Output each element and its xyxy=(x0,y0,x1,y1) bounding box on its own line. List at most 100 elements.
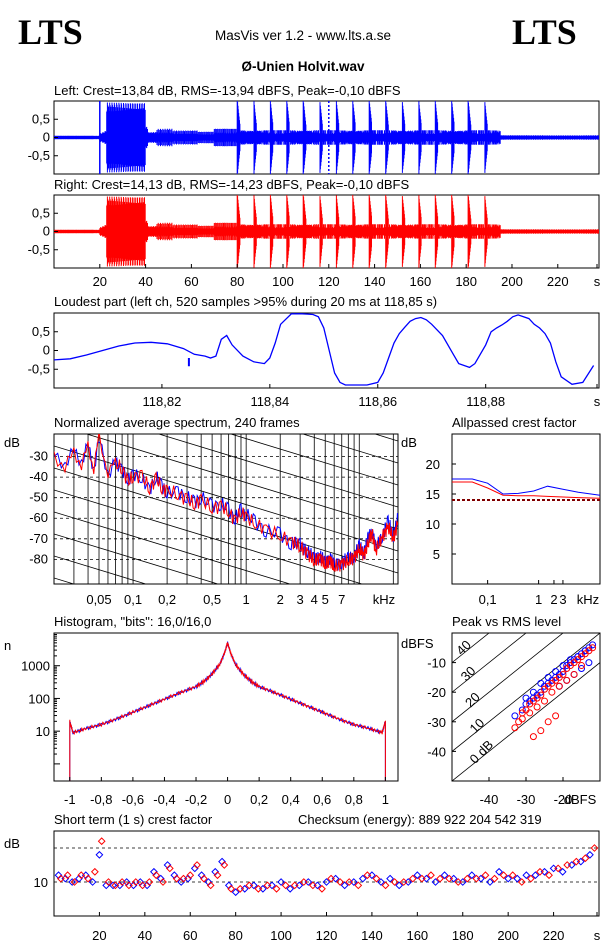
peak-rms-point-red xyxy=(518,715,526,723)
allpassed-ytick: 15 xyxy=(426,487,440,502)
short-crest-point-red xyxy=(581,854,590,863)
histogram-xtick: -1 xyxy=(64,792,76,807)
spectrum-slope-line xyxy=(157,434,398,508)
short-crest-point-red xyxy=(345,878,354,886)
allpassed-xtick: 2 xyxy=(550,592,557,607)
short-crest-xtick: 200 xyxy=(497,928,519,943)
short-crest-point-blue xyxy=(531,871,540,880)
peak-rms-crest-label: 10 xyxy=(467,715,488,736)
histogram-xtick: 0 xyxy=(224,792,231,807)
short-crest-point-red xyxy=(526,874,535,883)
short-crest-xtick: 80 xyxy=(228,928,242,943)
peak-rms-xtick: dBFS xyxy=(564,792,597,807)
left-waveform-signal xyxy=(54,101,599,174)
peak-rms-point-red xyxy=(552,712,560,720)
allpassed-series-red xyxy=(452,481,601,499)
short-crest-point-blue xyxy=(395,881,404,890)
short-crest-point-red xyxy=(363,871,372,880)
short-crest-point-blue xyxy=(102,881,111,890)
peak-rms-point-blue xyxy=(529,688,537,696)
file-name: Ø-Unien Holvit.wav xyxy=(241,59,365,74)
right-waveform-xtick: 140 xyxy=(364,274,386,289)
loudest-part-xtick: s xyxy=(594,394,601,409)
spectrum-xtick: 0,1 xyxy=(124,592,142,607)
short-crest-ylabel: dB xyxy=(4,836,20,851)
peak-vs-rms-title: Peak vs RMS level xyxy=(452,614,561,629)
checksum-text: Checksum (energy): 889 922 204 542 319 xyxy=(298,812,542,827)
short-crest-point-red xyxy=(165,864,174,873)
short-crest-point-red xyxy=(445,874,454,883)
short-crest-point-red xyxy=(554,864,563,873)
spectrum-slope-line xyxy=(54,688,398,793)
right-waveform-ytick: 0,5 xyxy=(32,205,50,220)
short-crest-point-red xyxy=(390,878,399,886)
peak-rms-point-blue xyxy=(537,679,545,687)
short-crest-point-blue xyxy=(75,874,83,883)
short-crest-point-blue xyxy=(277,878,285,886)
spectrum-xtick: 0,5 xyxy=(203,592,221,607)
short-crest-point-blue xyxy=(495,867,503,876)
spectrum-slope-line xyxy=(54,644,398,749)
spectrum-ylabel: dB xyxy=(4,435,20,450)
right-waveform-xtick: 40 xyxy=(138,274,152,289)
loudest-part-xtick: 118,86 xyxy=(358,394,397,409)
short-crest-point-red xyxy=(499,871,508,880)
allpassed-ytick: 20 xyxy=(426,457,440,472)
allpassed-ytick: 10 xyxy=(426,517,440,532)
allpassed-xtick: 1 xyxy=(535,592,542,607)
plot-area: 0,50-0,50,50-0,520 40 60 80 100 120 140 160 180 2… xyxy=(21,100,601,943)
short-crest-point-blue xyxy=(413,871,422,880)
short-crest-xtick: 120 xyxy=(316,928,338,943)
peak-rms-crest-label: 0 dB xyxy=(467,737,497,767)
short-crest-point-red xyxy=(118,878,127,886)
right-waveform-signal xyxy=(54,195,599,268)
short-crest-point-red xyxy=(463,874,472,883)
short-term-crest-title: Short term (1 s) crest factor xyxy=(54,812,213,827)
histogram-xtick: -0,6 xyxy=(122,792,144,807)
loudest-part-ytick: 0,5 xyxy=(32,324,50,339)
short-crest-point-blue xyxy=(286,884,295,893)
spectrum-ytick: -70 xyxy=(29,531,48,546)
right-waveform-xtick: 20 xyxy=(93,274,107,289)
short-crest-point-blue xyxy=(358,874,367,883)
short-crest-point-red xyxy=(77,871,86,880)
short-crest-xtick: 220 xyxy=(543,928,565,943)
peak-rms-point-blue xyxy=(518,706,526,714)
peak-rms-ylabel: dBFS xyxy=(401,636,434,651)
spectrum-slope-line xyxy=(54,666,398,771)
short-crest-point-blue xyxy=(431,878,440,886)
short-crest-point-red xyxy=(245,881,254,890)
right-waveform-ytick: -0,5 xyxy=(28,242,50,257)
short-crest-point-red xyxy=(327,874,335,883)
short-crest-point-red xyxy=(508,871,517,880)
short-crest-point-blue xyxy=(558,867,567,876)
short-crest-point-red xyxy=(90,867,99,876)
short-crest-point-red xyxy=(186,871,195,880)
right-waveform-xtick: s xyxy=(594,274,601,289)
spectrum-grid xyxy=(54,434,398,793)
logo-right: LTS xyxy=(512,12,577,52)
peak-rms-point-red xyxy=(548,688,556,696)
short-crest-point-red xyxy=(179,874,188,883)
right-waveform-title: Right: Crest=14,13 dB, RMS=-14,23 dBFS, … xyxy=(54,177,409,192)
spectrum-xtick: 0,05 xyxy=(86,592,111,607)
loudest-part-frame xyxy=(53,312,600,389)
short-crest-point-red xyxy=(472,874,481,883)
peak-rms-ytick: -30 xyxy=(427,715,446,730)
short-crest-point-red xyxy=(104,878,113,886)
spectrum-ytick: -60 xyxy=(29,510,48,525)
histogram-series-red xyxy=(69,642,386,781)
short-crest-point-red xyxy=(372,874,381,883)
short-crest-point-red xyxy=(290,881,299,890)
allpassed-series-blue xyxy=(452,478,601,496)
loudest-part-ytick: 0 xyxy=(43,343,50,358)
histogram-xtick: 0,4 xyxy=(282,792,300,807)
short-crest-point-blue xyxy=(504,874,513,883)
peak-rms-point-blue xyxy=(552,667,560,675)
short-crest-point-red xyxy=(563,861,572,869)
peak-rms-point-red xyxy=(570,670,578,678)
short-crest-point-blue xyxy=(386,874,394,883)
peak-rms-ytick: -40 xyxy=(427,744,446,759)
short-crest-point-red xyxy=(427,871,435,880)
peak-rms-crest-line xyxy=(452,633,564,723)
